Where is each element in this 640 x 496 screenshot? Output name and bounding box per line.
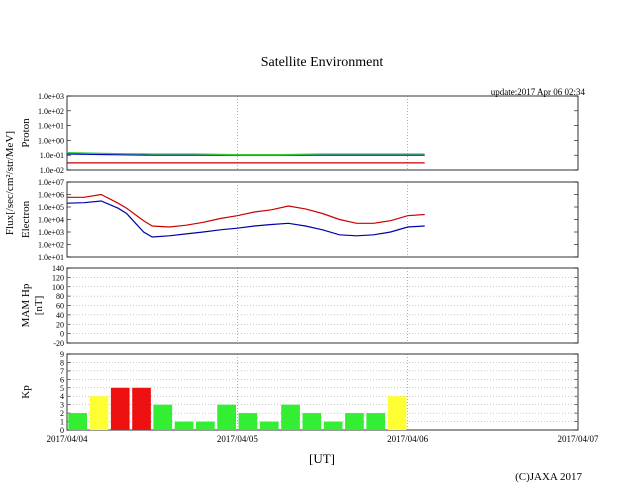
kp-bar bbox=[366, 413, 386, 430]
y-tick-label: 1.0e+05 bbox=[38, 203, 64, 212]
electron-panel: 1.0e+01 1.0e+02 1.0e+03 1.0e+04 1.0e+05 1.0e+… bbox=[20, 178, 579, 262]
kp-bar bbox=[302, 413, 322, 430]
y-tick-label: 5 bbox=[60, 384, 64, 393]
y-tick-label: 9 bbox=[60, 350, 64, 359]
y-tick-label: 100 bbox=[52, 283, 64, 292]
proton-ylabel: Proton bbox=[20, 118, 32, 148]
flux-axis-label: Flux[/sec/cm²/str/MeV] bbox=[4, 131, 16, 235]
kp-bar bbox=[153, 404, 173, 430]
x-tick-label: 2017/04/07 bbox=[557, 434, 599, 444]
electron-series-0 bbox=[67, 193, 425, 228]
kp-bar bbox=[345, 413, 364, 430]
proton-series-0 bbox=[66, 153, 425, 156]
x-tick-label: 2017/04/06 bbox=[387, 434, 429, 444]
y-tick-label: 1.0e+01 bbox=[38, 122, 64, 131]
y-tick-label: 1.0e+03 bbox=[38, 228, 64, 237]
y-tick-label: 80 bbox=[56, 292, 64, 301]
kp-ylabel: Kp bbox=[20, 385, 32, 399]
y-tick-label: 1.0e+01 bbox=[38, 253, 64, 262]
y-tick-label: 1 bbox=[60, 418, 64, 427]
y-tick-label: 40 bbox=[56, 311, 64, 320]
proton-series-1 bbox=[66, 152, 425, 156]
y-tick-label: 1.0e-01 bbox=[40, 151, 64, 160]
kp-bar bbox=[89, 396, 109, 430]
chart-title: Satellite Environment bbox=[261, 55, 384, 70]
copyright: (C)JAXA 2017 bbox=[515, 471, 582, 483]
kp-bar bbox=[323, 421, 343, 430]
proton-frame bbox=[66, 95, 579, 171]
x-tick-label: 2017/04/05 bbox=[217, 434, 259, 444]
kp-frame bbox=[66, 353, 579, 431]
y-tick-label: 6 bbox=[60, 375, 64, 384]
y-tick-label: 1.0e+07 bbox=[38, 178, 64, 187]
mam-hp-ylabel: MAM Hp bbox=[20, 283, 32, 327]
kp-bar bbox=[387, 396, 407, 430]
y-tick-label: 1.0e+02 bbox=[38, 241, 64, 250]
y-tick-label: 3 bbox=[60, 401, 64, 410]
mam-hp-unit: [nT] bbox=[33, 296, 45, 316]
kp-bar bbox=[238, 413, 258, 430]
y-tick-label: 1.0e+02 bbox=[38, 107, 64, 116]
kp-bar bbox=[281, 404, 300, 430]
y-tick-label: 1.0e+06 bbox=[38, 191, 64, 200]
proton-panel: 1.0e-02 1.0e-01 1.0e+00 1.0e+01 1.0e+02 1.0e+… bbox=[20, 92, 579, 175]
kp-bar bbox=[110, 387, 130, 430]
electron-series-1 bbox=[66, 200, 425, 238]
y-tick-label: 120 bbox=[52, 273, 64, 282]
electron-frame bbox=[66, 181, 579, 258]
y-tick-label: 1.0e-02 bbox=[40, 166, 64, 175]
y-tick-label: 140 bbox=[52, 264, 64, 273]
electron-ylabel: Electron bbox=[20, 200, 32, 238]
y-tick-label: 2 bbox=[60, 409, 64, 418]
y-tick-label: -20 bbox=[53, 339, 64, 348]
y-tick-label: 1.0e+00 bbox=[38, 136, 64, 145]
kp-bar bbox=[259, 421, 279, 430]
y-tick-label: 0 bbox=[60, 330, 64, 339]
y-tick-label: 1.0e+04 bbox=[38, 216, 64, 225]
kp-bar bbox=[68, 413, 87, 430]
y-tick-label: 60 bbox=[56, 302, 64, 311]
y-tick-label: 7 bbox=[60, 367, 64, 376]
kp-bar bbox=[196, 421, 215, 430]
kp-bar bbox=[217, 404, 236, 430]
update-timestamp: update:2017 Apr 06 02:34 bbox=[491, 87, 586, 97]
x-tick-label: 2017/04/04 bbox=[46, 434, 88, 444]
x-axis-label: [UT] bbox=[309, 451, 335, 466]
y-tick-label: 20 bbox=[56, 320, 64, 329]
kp-bar bbox=[174, 421, 194, 430]
y-tick-label: 1.0e+03 bbox=[38, 92, 64, 101]
y-tick-label: 0 bbox=[60, 426, 64, 435]
y-tick-label: 4 bbox=[60, 392, 64, 401]
y-tick-label: 8 bbox=[60, 358, 64, 367]
kp-bar bbox=[132, 387, 151, 430]
